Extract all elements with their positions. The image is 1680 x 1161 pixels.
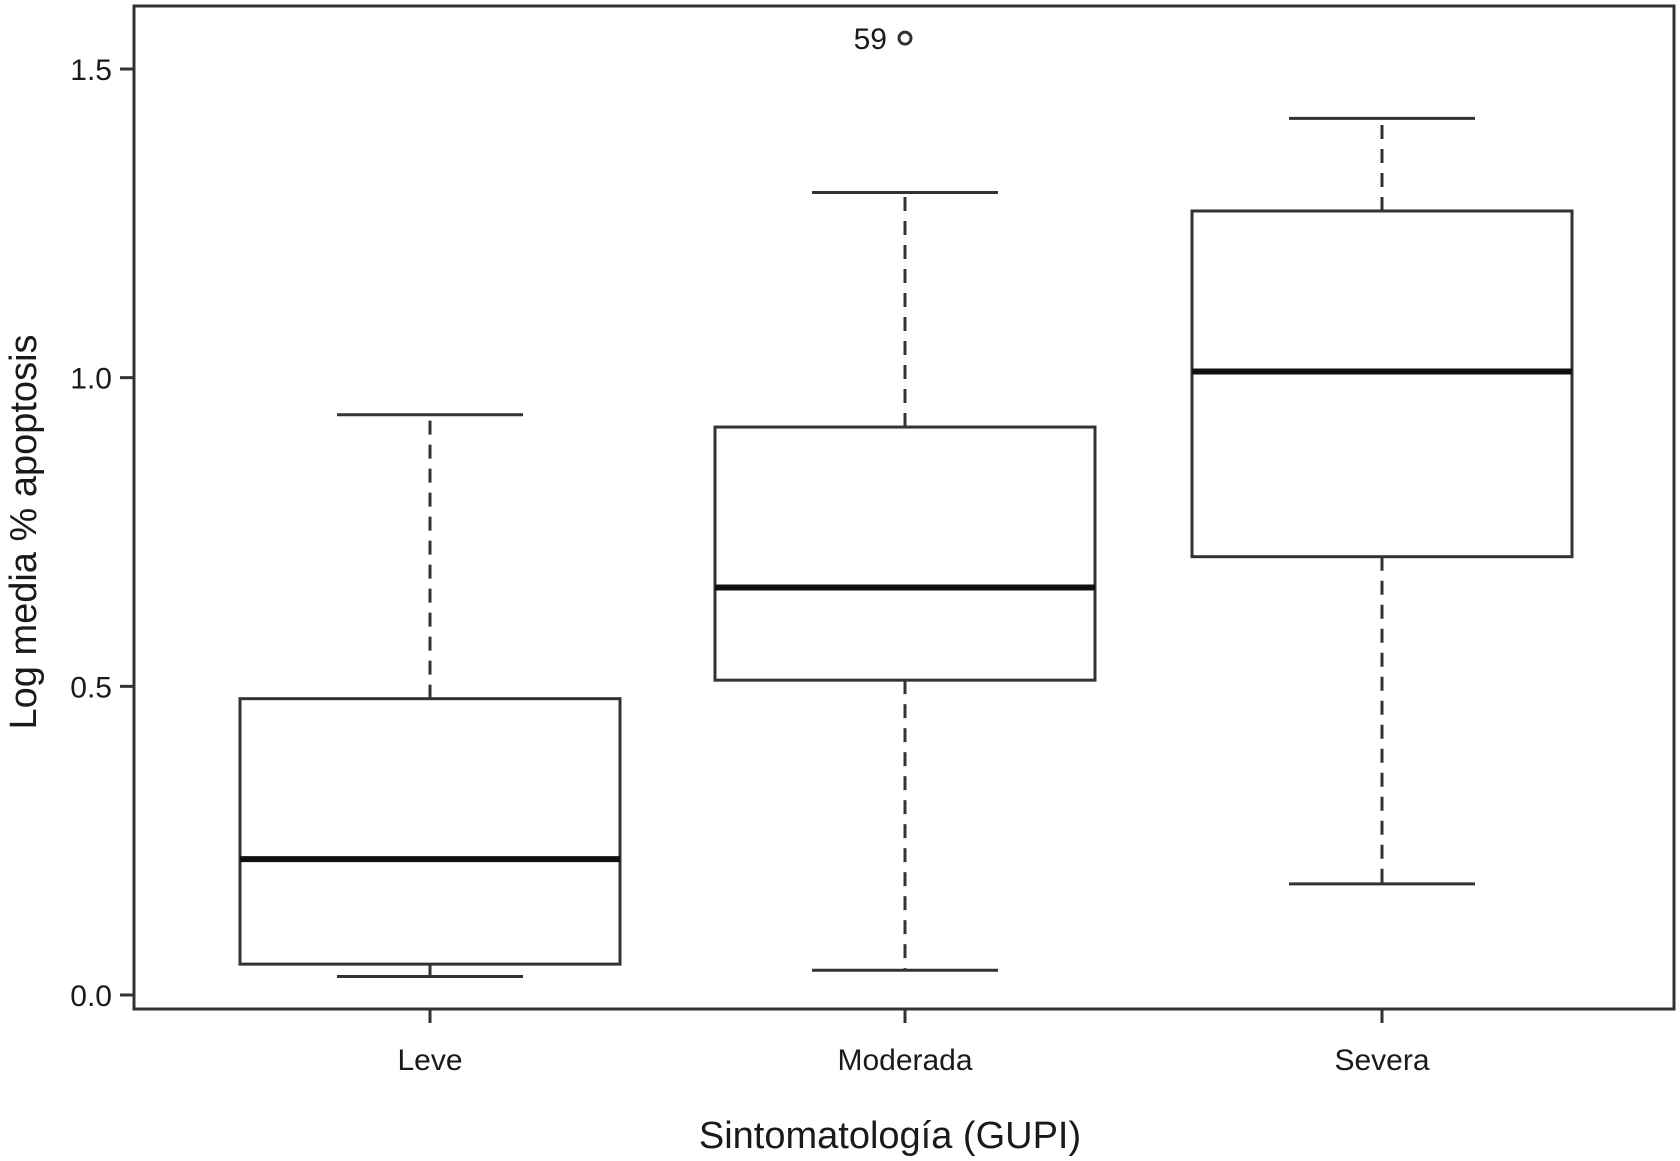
iqr-box bbox=[1190, 209, 1574, 559]
y-tick-label: 0.0 bbox=[70, 980, 112, 1013]
y-tick-label: 1.0 bbox=[70, 363, 112, 396]
boxes-group bbox=[238, 116, 1574, 978]
iqr-box bbox=[238, 697, 622, 966]
x-tick-label: Severa bbox=[1334, 1044, 1429, 1077]
x-tick-label: Leve bbox=[397, 1044, 462, 1077]
y-tick-label: 1.5 bbox=[70, 54, 112, 87]
y-tick-label: 0.5 bbox=[70, 671, 112, 704]
box-severa bbox=[1190, 116, 1574, 886]
x-axis: Leve Moderada Severa bbox=[397, 1009, 1430, 1077]
x-tick-label: Moderada bbox=[837, 1044, 972, 1077]
outlier-label: 59 bbox=[854, 23, 887, 56]
x-axis-title: Sintomatología (GUPI) bbox=[699, 1115, 1081, 1156]
y-axis: 0.0 0.5 1.0 1.5 bbox=[70, 54, 134, 1013]
box-leve bbox=[238, 413, 622, 978]
outliers-group: 59 bbox=[854, 23, 913, 56]
iqr-box bbox=[713, 425, 1097, 682]
y-axis-title: Log media % apoptosis bbox=[3, 334, 45, 729]
outlier-point bbox=[897, 30, 913, 46]
box-moderada bbox=[713, 190, 1097, 972]
